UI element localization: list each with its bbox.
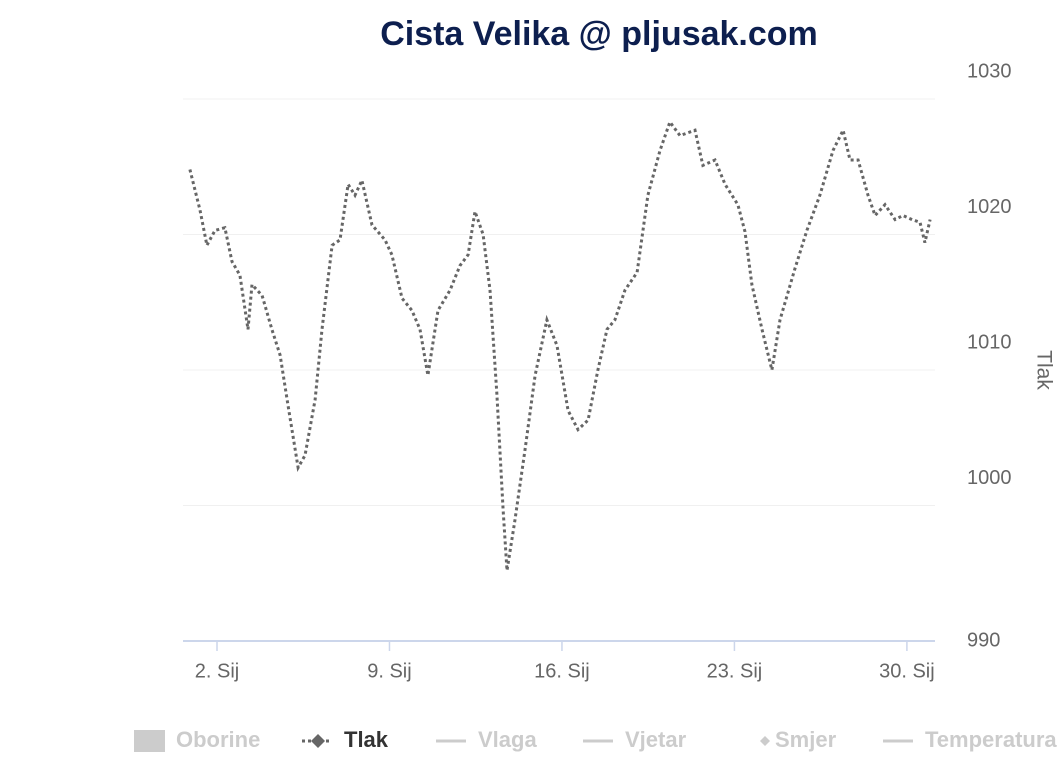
x-tick-label: 2. Sij [195,660,239,682]
x-tick-label: 16. Sij [534,660,590,682]
legend-item[interactable]: Vjetar [625,727,687,752]
x-tick-label: 23. Sij [707,660,763,682]
legend-symbol [311,734,325,748]
legend-symbol [760,736,770,746]
legend-item[interactable]: Vlaga [478,727,537,752]
y-tick-label: 1010 [967,331,1012,353]
legend-symbol [134,730,165,752]
y-tick-label: 990 [967,629,1000,651]
series-line [188,118,932,571]
legend-item[interactable]: Oborine [176,727,260,752]
legend-item[interactable]: Temperatura [925,727,1057,752]
y-tick-label: 1000 [967,467,1012,489]
legend-item[interactable]: Smjer [775,727,837,752]
y-axis-title: Tlak [1032,350,1055,390]
legend-item[interactable]: Tlak [344,727,389,752]
x-tick-label: 30. Sij [879,660,935,682]
y-tick-label: 1030 [967,60,1012,82]
y-tick-label: 1020 [967,196,1012,218]
x-tick-label: 9. Sij [367,660,411,682]
chart-title: Cista Velika @ pljusak.com [380,15,818,53]
